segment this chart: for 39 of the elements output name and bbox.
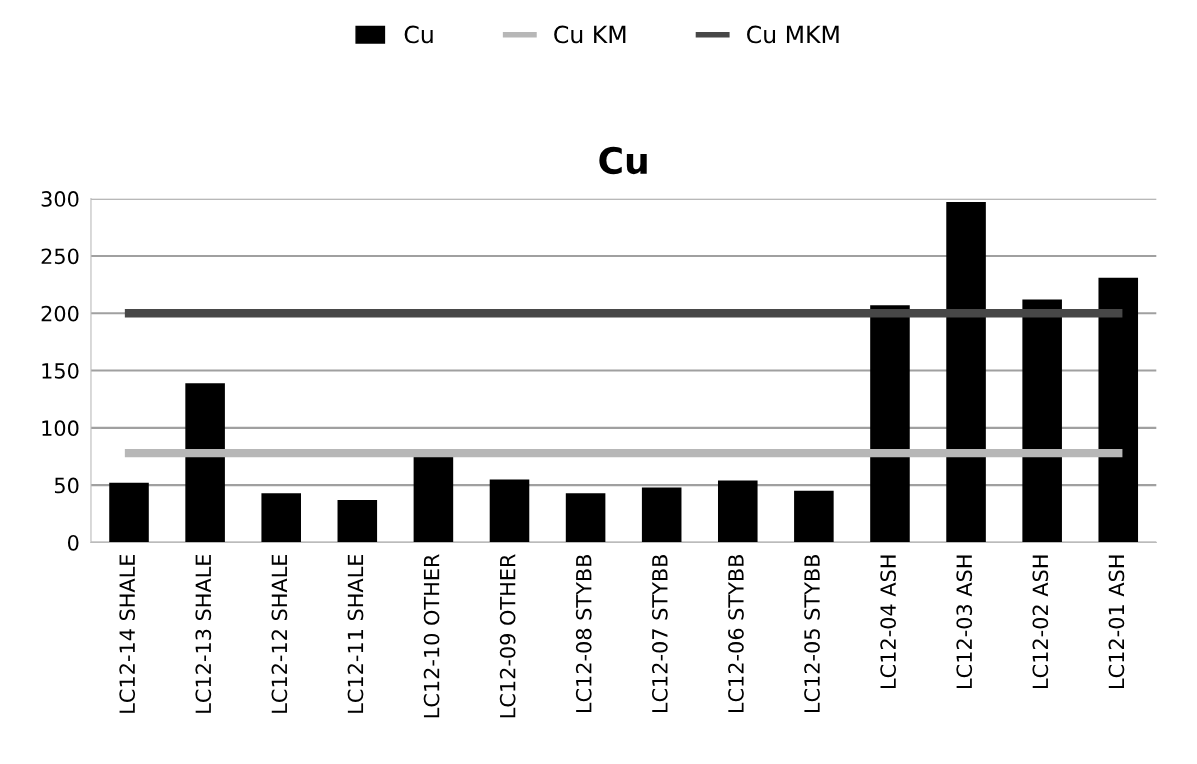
bar [1098, 277, 1139, 543]
bar [717, 480, 758, 543]
bar [185, 383, 225, 543]
y-tick-label: 200 [41, 305, 79, 322]
x-tick-label: LC12-10 OTHER [423, 554, 440, 718]
x-tick-label: LC12-09 OTHER [499, 554, 516, 718]
x-tick-label: LC12-01 ASH [1108, 555, 1125, 688]
x-tick-label: LC12-03 ASH [956, 555, 973, 688]
legend-label: Cu KM [554, 25, 626, 44]
chart-title: Cu [599, 146, 647, 175]
bar [413, 456, 454, 543]
bar [565, 493, 606, 543]
y-tick-label: 0 [67, 534, 79, 551]
bar [794, 490, 834, 543]
bar [337, 500, 378, 543]
bar [109, 482, 149, 543]
x-tick-label: LC12-12 SHALE [271, 554, 288, 713]
bar [946, 202, 986, 543]
x-tick-label: LC12-13 SHALE [195, 554, 212, 713]
x-tick-label: LC12-11 SHALE [347, 554, 364, 713]
y-tick-label: 250 [41, 248, 79, 265]
x-tick-label: LC12-04 ASH [880, 555, 897, 688]
bar [870, 305, 910, 543]
y-tick-label: 50 [54, 477, 79, 494]
bar [641, 487, 682, 543]
x-tick-label: LC12-14 SHALE [119, 554, 136, 713]
x-tick-label: LC12-06 STYBB [728, 555, 744, 713]
bar [1022, 299, 1062, 543]
x-tick-label: LC12-07 STYBB [651, 555, 668, 713]
bar [489, 479, 530, 543]
legend-label: Cu MKM [747, 25, 839, 44]
legend-label: Cu [404, 25, 433, 44]
x-tick-label: LC12-08 STYBB [575, 555, 592, 713]
y-tick-label: 150 [42, 362, 79, 379]
bar [261, 493, 301, 543]
x-tick-label: LC12-02 ASH [1032, 555, 1049, 688]
x-tick-label: LC12-05 STYBB [804, 555, 820, 713]
y-tick-label: 100 [42, 420, 79, 437]
y-tick-label: 300 [41, 191, 79, 207]
